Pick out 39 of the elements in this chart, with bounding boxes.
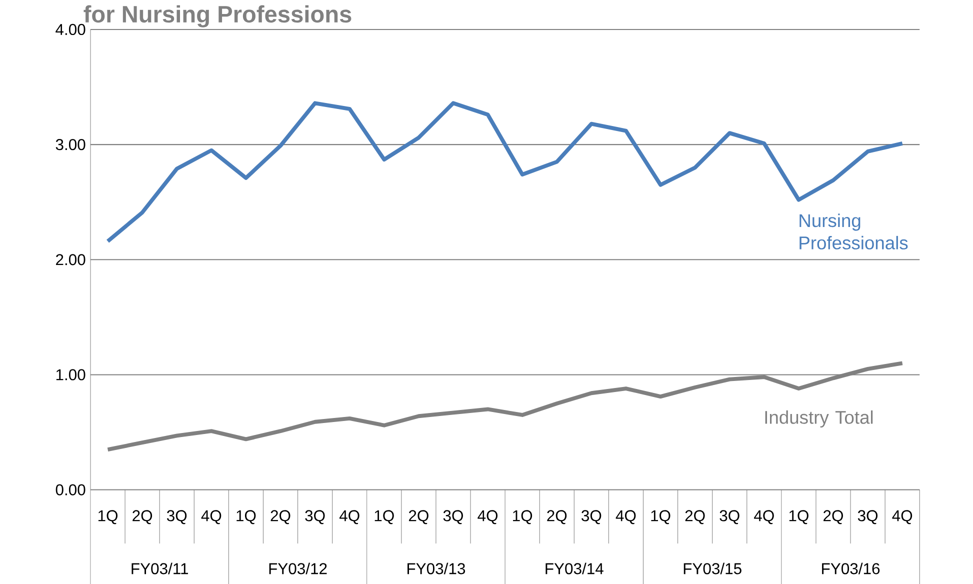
x-tick-label: 2Q	[547, 510, 567, 524]
x-tick-label: 4Q	[616, 510, 636, 524]
series-label: Industry Total	[765, 410, 873, 428]
x-tick-label: 2Q	[270, 510, 290, 524]
x-tick-label: 2Q	[685, 510, 705, 524]
y-tick-label: 3.00	[56, 138, 86, 150]
text: FY03/11	[132, 562, 188, 574]
x-tick-label: 1Q	[651, 510, 670, 524]
x-tick-label: 1Q	[98, 510, 118, 524]
x-tick-label: 3Q	[720, 510, 740, 524]
x-tick-label: 4Q	[892, 510, 912, 524]
text: FY03/13	[408, 562, 466, 574]
x-tick-label: 4Q	[754, 510, 774, 524]
x-tick-label: 4Q	[339, 510, 360, 524]
text: FY03/12	[269, 562, 327, 574]
y-tick-label: 1.00	[56, 368, 86, 380]
x-tick-label: 4Q	[478, 510, 498, 524]
chart-title: for Nursing Professions	[84, 5, 352, 28]
y-tick-label: 0.00	[56, 484, 86, 496]
x-tick-label: 3Q	[858, 510, 878, 524]
x-tick-label: 2Q	[132, 510, 152, 524]
x-tick-label: 3Q	[582, 510, 602, 524]
x-tick-label: 4Q	[201, 510, 222, 524]
x-tick-label: 2Q	[408, 510, 428, 524]
text: FY03/16	[822, 562, 880, 574]
series-label: Nursing Professionals	[800, 213, 908, 250]
y-tick-label: 2.00	[56, 254, 86, 265]
x-tick-label: 1Q	[236, 510, 256, 524]
line-series	[106, 361, 904, 452]
x-tick-label: 3Q	[443, 510, 463, 524]
text: FY03/15	[684, 562, 742, 574]
x-tick-label: 3Q	[166, 510, 187, 524]
text: FY03/14	[546, 562, 604, 574]
y-tick-label: 4.00	[56, 24, 86, 35]
x-tick-label: 1Q	[374, 510, 394, 524]
x-tick-label: 1Q	[789, 510, 808, 524]
x-tick-label: 2Q	[824, 510, 843, 524]
x-tick-label: 1Q	[513, 510, 532, 524]
x-tick-label: 3Q	[305, 510, 325, 524]
